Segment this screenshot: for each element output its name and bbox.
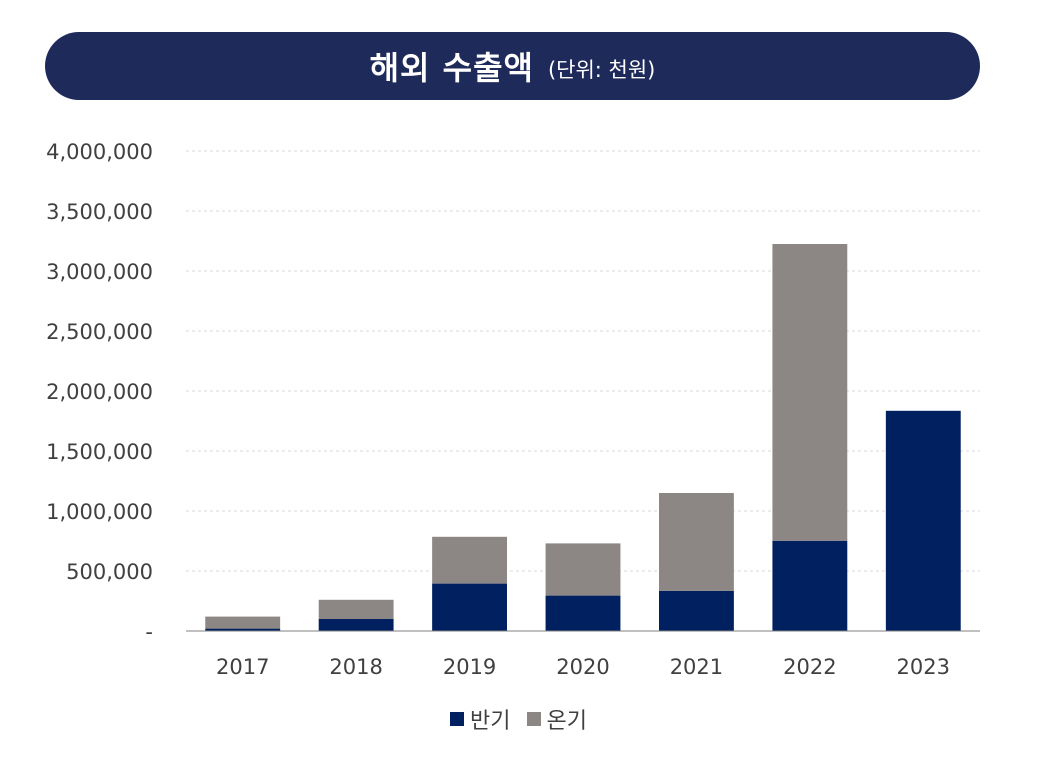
legend-item-series-1: 반기: [450, 703, 511, 735]
bar-2022-series-2: [772, 244, 848, 541]
chart-title-banner: 해외 수출액 (단위: 천원): [45, 32, 980, 100]
chart-unit: (단위: 천원): [547, 58, 656, 82]
x-tick-label: 2022: [783, 655, 836, 679]
x-tick-label: 2018: [329, 655, 382, 679]
bar-2017-series-2: [205, 616, 281, 629]
bar-2019-series-2: [432, 536, 508, 584]
x-tick-label: 2019: [443, 655, 496, 679]
bars: [205, 244, 961, 631]
y-tick-label: 2,000,000: [46, 380, 153, 404]
y-tick-label: 4,000,000: [46, 140, 153, 164]
bar-2018-series-1: [318, 619, 394, 631]
bar-2017-series-1: [205, 628, 281, 631]
chart-title: 해외 수출액: [369, 49, 534, 87]
y-tick-label: 500,000: [66, 560, 153, 584]
bar-2018-series-2: [318, 599, 394, 619]
bar-2020-series-2: [545, 543, 621, 596]
bar-2023-series-1: [885, 410, 961, 631]
bar-2020-series-1: [545, 595, 621, 631]
stacked-bar-chart: - 500,000 1,000,000 1,500,000 2,000,000 2,500…: [46, 140, 980, 679]
y-tick-label: 3,500,000: [46, 200, 153, 224]
x-tick-label: 2021: [670, 655, 723, 679]
legend-label-series-2: 온기: [546, 709, 587, 734]
legend-item-series-2: 온기: [526, 703, 587, 735]
y-tick-label: 1,500,000: [46, 440, 153, 464]
bar-2021-series-1: [658, 590, 734, 631]
gridlines: [186, 150, 980, 572]
x-tick-label: 2023: [897, 655, 950, 679]
y-tick-label: -: [145, 620, 153, 644]
legend-swatch-series-2: [526, 712, 541, 726]
legend: 반기 온기: [0, 703, 1037, 735]
y-tick-label: 1,000,000: [46, 500, 153, 524]
x-tick-label: 2017: [216, 655, 269, 679]
y-tick-label: 3,000,000: [46, 260, 153, 284]
y-tick-label: 2,500,000: [46, 320, 153, 344]
y-axis-ticks: - 500,000 1,000,000 1,500,000 2,000,000 2,500…: [46, 140, 153, 644]
legend-label-series-1: 반기: [470, 709, 511, 734]
bar-2021-series-2: [658, 493, 734, 591]
bar-2022-series-1: [772, 540, 848, 631]
bar-2019-series-1: [432, 583, 508, 631]
x-tick-label: 2020: [556, 655, 609, 679]
x-axis-ticks: 2017 2018 2019 2020 2021 2022 2023: [216, 655, 950, 679]
legend-swatch-series-1: [450, 712, 465, 726]
